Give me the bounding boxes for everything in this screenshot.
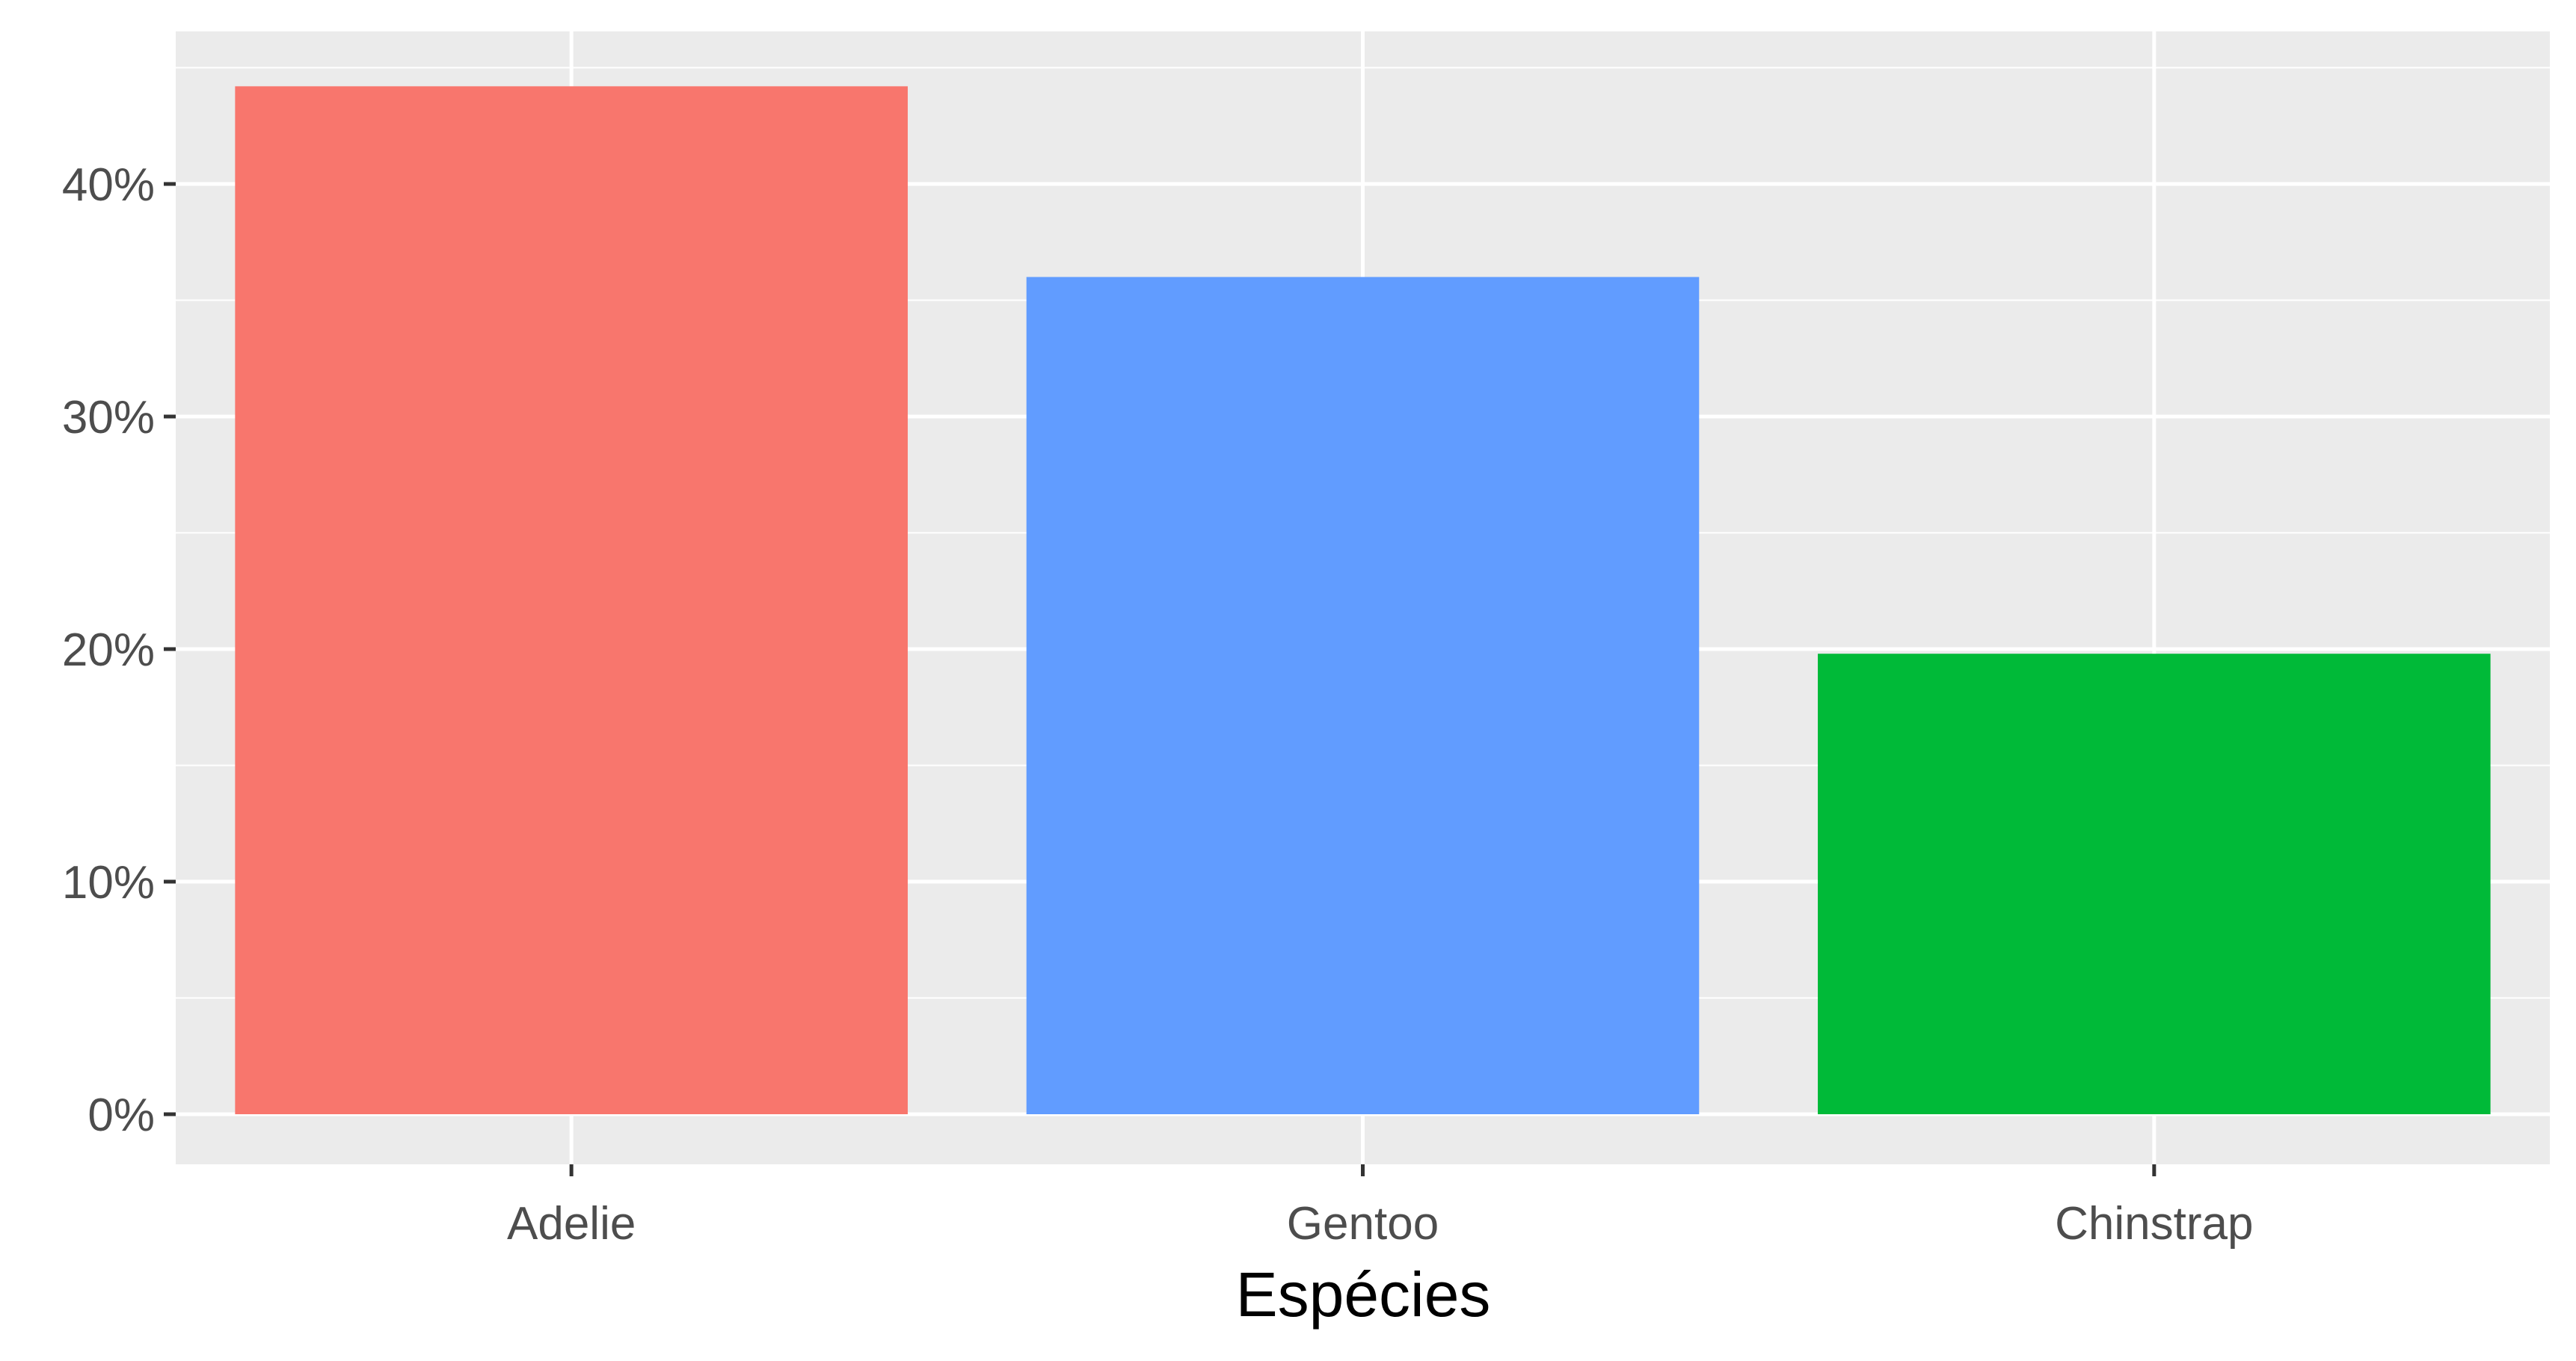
- x-axis-title: Espécies: [1236, 1259, 1491, 1330]
- y-tick-label: 20%: [62, 624, 155, 676]
- x-tick-label: Gentoo: [1287, 1198, 1439, 1250]
- x-axis: Adelie Gentoo Chinstrap: [507, 1164, 2254, 1250]
- y-tick-label: 0%: [87, 1090, 155, 1141]
- bars: [235, 86, 2491, 1114]
- bar-adelie: [235, 86, 908, 1114]
- x-tick-label: Adelie: [507, 1198, 636, 1250]
- y-tick-label: 30%: [62, 392, 155, 443]
- bar-chinstrap: [1818, 654, 2491, 1114]
- x-tick-label: Chinstrap: [2055, 1198, 2253, 1250]
- y-axis: 0% 10% 20% 30% 40%: [62, 159, 176, 1141]
- y-tick-label: 10%: [62, 857, 155, 909]
- bar-gentoo: [1026, 277, 1700, 1114]
- y-tick-label: 40%: [62, 159, 155, 211]
